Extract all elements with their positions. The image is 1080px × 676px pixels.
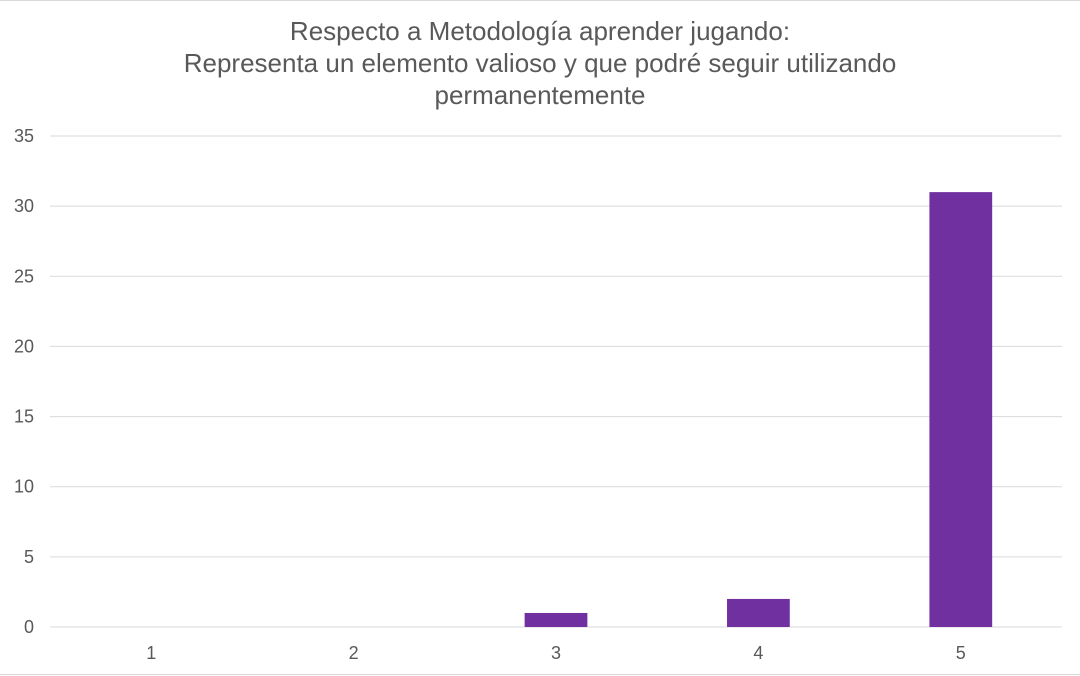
x-tick-label: 1 xyxy=(146,643,156,663)
chart-title-line-2: Representa un elemento valioso y que pod… xyxy=(183,48,897,78)
chart-title-line-1: Respecto a Metodología aprender jugando: xyxy=(289,16,791,46)
chart-title-line-3: permanentemente xyxy=(434,80,646,110)
y-tick-label: 10 xyxy=(14,477,34,497)
y-tick-label: 15 xyxy=(14,407,34,427)
bar xyxy=(929,192,993,627)
x-tick-label: 4 xyxy=(753,643,763,663)
x-tick-label: 3 xyxy=(551,643,561,663)
chart-title: Respecto a Metodología aprender jugando:… xyxy=(0,15,1080,111)
y-tick-label: 35 xyxy=(14,126,34,146)
y-tick-label: 20 xyxy=(14,336,34,356)
y-tick-label: 25 xyxy=(14,266,34,286)
x-tick-label: 5 xyxy=(956,643,966,663)
bar xyxy=(524,612,588,627)
bar xyxy=(727,598,790,627)
y-tick-label: 0 xyxy=(24,617,34,637)
y-tick-label: 30 xyxy=(14,196,34,216)
x-tick-label: 2 xyxy=(349,643,359,663)
y-tick-label: 5 xyxy=(24,547,34,567)
